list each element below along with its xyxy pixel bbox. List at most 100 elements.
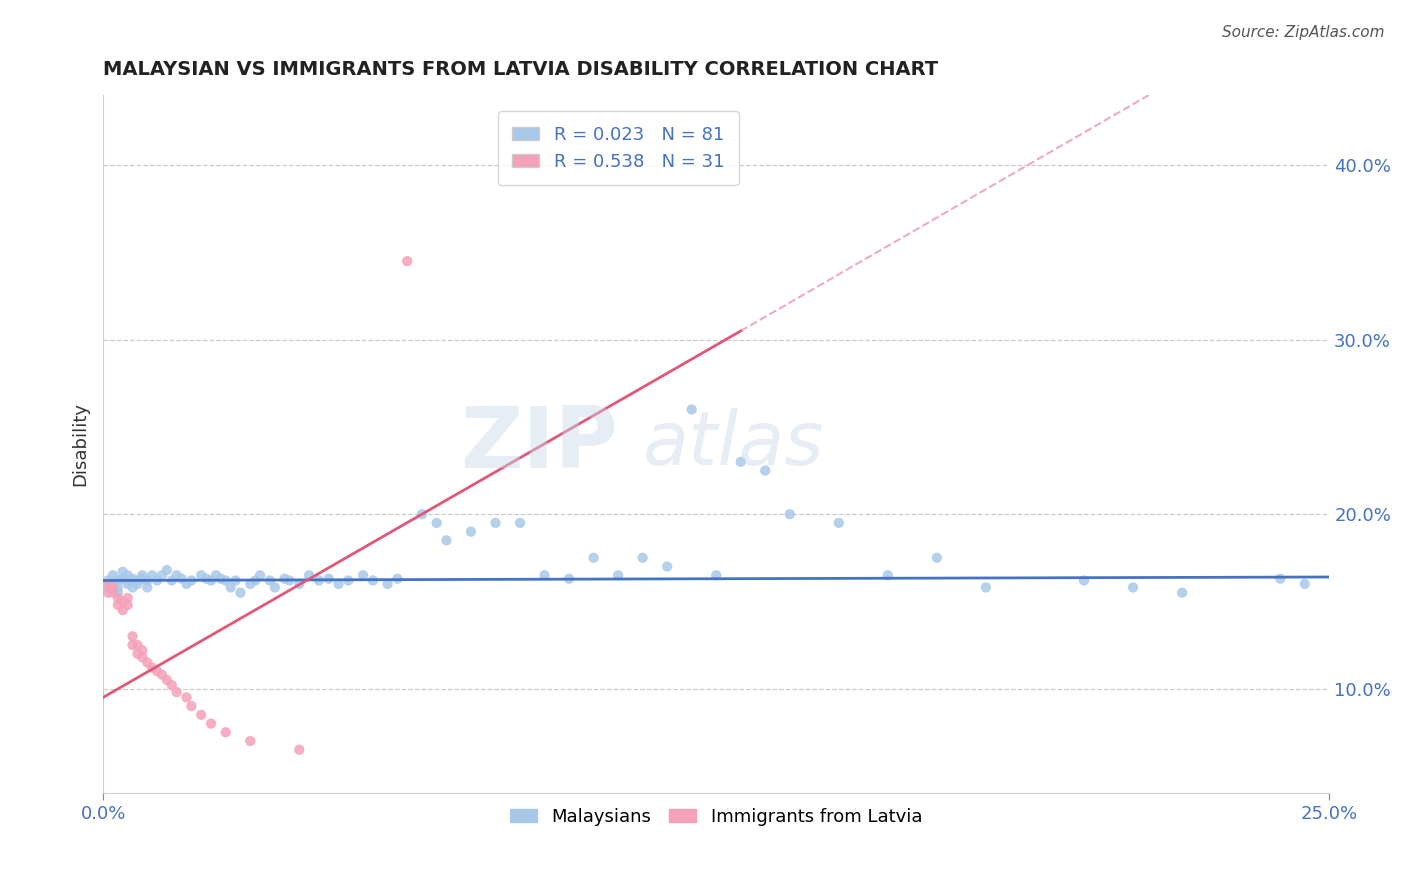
- Point: [176, 690, 198, 705]
- Point: [704, 568, 727, 582]
- Point: [337, 574, 360, 588]
- Point: [111, 603, 134, 617]
- Point: [582, 550, 605, 565]
- Point: [131, 572, 153, 586]
- Point: [127, 577, 149, 591]
- Point: [200, 574, 222, 588]
- Point: [166, 685, 188, 699]
- Point: [249, 568, 271, 582]
- Point: [150, 667, 173, 681]
- Point: [361, 574, 384, 588]
- Point: [160, 574, 183, 588]
- Point: [328, 577, 350, 591]
- Point: [111, 565, 134, 579]
- Point: [180, 574, 202, 588]
- Point: [117, 591, 139, 605]
- Point: [190, 707, 212, 722]
- Legend: Malaysians, Immigrants from Latvia: Malaysians, Immigrants from Latvia: [503, 801, 929, 833]
- Point: [101, 581, 124, 595]
- Point: [127, 647, 149, 661]
- Point: [136, 574, 159, 588]
- Point: [156, 563, 179, 577]
- Point: [107, 598, 129, 612]
- Point: [876, 568, 898, 582]
- Point: [509, 516, 531, 530]
- Point: [97, 574, 120, 588]
- Point: [97, 581, 120, 595]
- Point: [318, 572, 340, 586]
- Point: [243, 574, 266, 588]
- Point: [146, 664, 169, 678]
- Point: [828, 516, 851, 530]
- Point: [101, 577, 124, 591]
- Point: [925, 550, 948, 565]
- Point: [117, 574, 139, 588]
- Point: [97, 577, 120, 591]
- Point: [101, 585, 124, 599]
- Text: atlas: atlas: [643, 409, 824, 481]
- Point: [1294, 577, 1316, 591]
- Point: [117, 568, 139, 582]
- Point: [107, 581, 129, 595]
- Point: [239, 734, 262, 748]
- Point: [166, 568, 188, 582]
- Point: [107, 574, 129, 588]
- Point: [195, 572, 218, 586]
- Point: [141, 661, 163, 675]
- Point: [259, 574, 281, 588]
- Point: [117, 577, 139, 591]
- Point: [273, 572, 295, 586]
- Point: [239, 577, 262, 591]
- Point: [215, 725, 238, 739]
- Point: [127, 638, 149, 652]
- Point: [127, 574, 149, 588]
- Point: [631, 550, 654, 565]
- Text: ZIP: ZIP: [460, 403, 619, 486]
- Point: [229, 585, 252, 599]
- Point: [225, 574, 247, 588]
- Point: [190, 568, 212, 582]
- Point: [387, 572, 409, 586]
- Point: [121, 629, 143, 643]
- Point: [1171, 585, 1194, 599]
- Point: [396, 254, 419, 268]
- Point: [111, 572, 134, 586]
- Point: [278, 574, 301, 588]
- Point: [460, 524, 482, 539]
- Point: [426, 516, 449, 530]
- Point: [730, 455, 752, 469]
- Point: [136, 581, 159, 595]
- Point: [288, 743, 311, 757]
- Text: MALAYSIAN VS IMMIGRANTS FROM LATVIA DISABILITY CORRELATION CHART: MALAYSIAN VS IMMIGRANTS FROM LATVIA DISA…: [103, 60, 938, 78]
- Point: [533, 568, 555, 582]
- Point: [200, 716, 222, 731]
- Point: [352, 568, 374, 582]
- Point: [150, 568, 173, 582]
- Point: [111, 594, 134, 608]
- Point: [121, 581, 143, 595]
- Point: [107, 591, 129, 605]
- Point: [176, 577, 198, 591]
- Y-axis label: Disability: Disability: [72, 402, 89, 486]
- Point: [215, 574, 238, 588]
- Point: [558, 572, 581, 586]
- Point: [657, 559, 679, 574]
- Point: [1270, 572, 1292, 586]
- Point: [411, 507, 433, 521]
- Point: [263, 581, 285, 595]
- Point: [298, 568, 321, 582]
- Point: [131, 643, 153, 657]
- Point: [754, 464, 776, 478]
- Point: [681, 402, 703, 417]
- Point: [117, 598, 139, 612]
- Point: [131, 650, 153, 665]
- Point: [288, 577, 311, 591]
- Point: [107, 585, 129, 599]
- Point: [607, 568, 630, 582]
- Point: [170, 572, 193, 586]
- Point: [484, 516, 506, 530]
- Point: [131, 568, 153, 582]
- Point: [160, 678, 183, 692]
- Point: [121, 638, 143, 652]
- Point: [308, 574, 330, 588]
